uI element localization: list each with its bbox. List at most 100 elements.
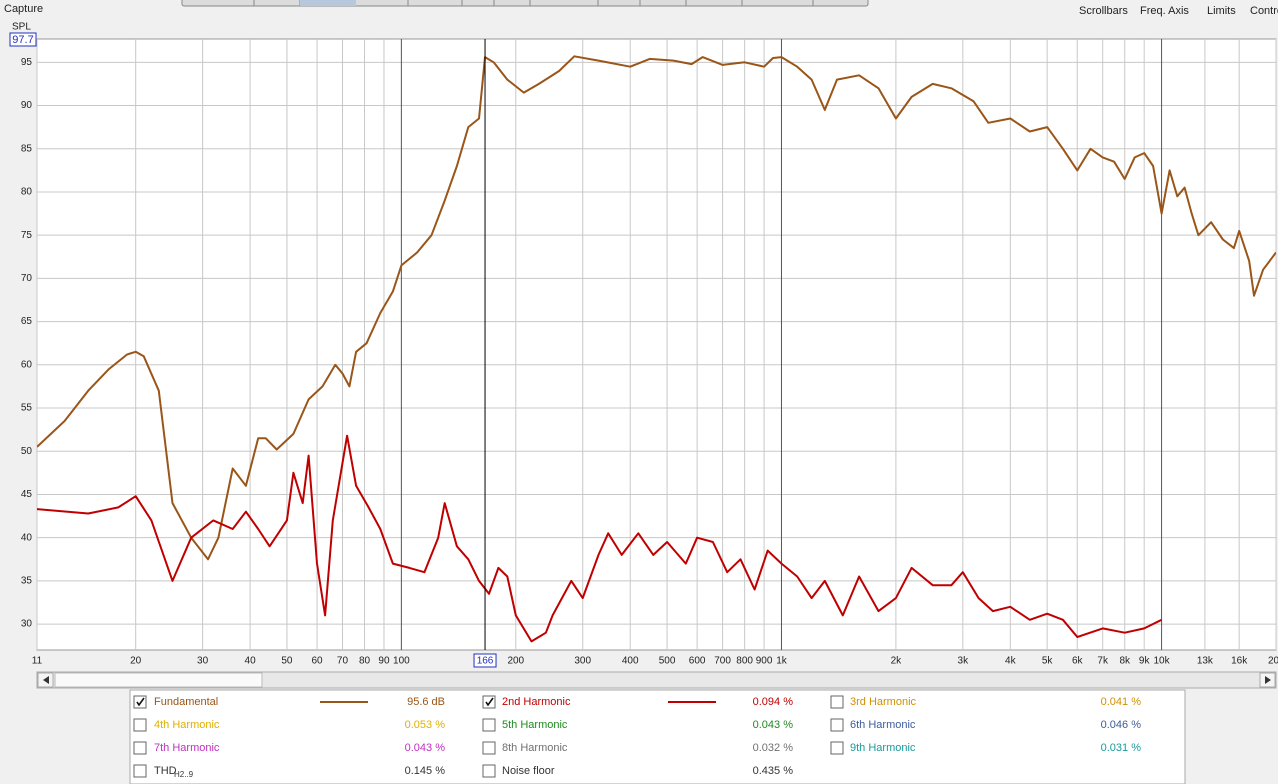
x-tick-label: 5k [1042, 656, 1054, 667]
scrollbar[interactable] [36, 671, 1277, 689]
trace-name[interactable]: 4th Harmonic [154, 719, 220, 731]
y-tick-label: 85 [21, 143, 33, 154]
checkbox[interactable] [133, 764, 147, 778]
scroll-thumb[interactable] [54, 672, 263, 688]
trace-name[interactable]: 8th Harmonic [502, 742, 568, 754]
x-tick-label: 3k [958, 656, 970, 667]
x-tick-label: 1k [776, 656, 788, 667]
x-tick-label: 10k [1154, 656, 1171, 667]
x-tick-label: 4k [1005, 656, 1017, 667]
trace-readout: 0.046 % [1101, 719, 1142, 731]
grid [36, 39, 1277, 650]
x-tick-label: 2k [891, 656, 903, 667]
top-readout: 97.7 [12, 34, 33, 46]
x-tick-label: 900 [756, 656, 773, 667]
y-tick-label: 70 [21, 273, 33, 284]
check-mark [485, 697, 494, 707]
y-axis-label: SPL [12, 22, 31, 33]
y-tick-label: 30 [21, 619, 33, 630]
x-tick-label: 16k [1231, 656, 1248, 667]
trace-name[interactable]: 9th Harmonic [850, 742, 916, 754]
traces [37, 55, 1276, 643]
x-tick-label: 400 [622, 656, 639, 667]
checkbox[interactable] [482, 718, 496, 732]
checkbox[interactable] [133, 695, 147, 709]
x-tick-label: 8k [1119, 656, 1131, 667]
x-tick-label: 200 [507, 656, 524, 667]
trace-readout: 0.031 % [1101, 742, 1142, 754]
active-tab[interactable] [300, 0, 356, 6]
menu-item[interactable]: Limits [1207, 5, 1236, 17]
y-tick-label: 35 [21, 576, 33, 587]
y-tick-label: 95 [21, 57, 33, 68]
checkbox[interactable] [830, 695, 844, 709]
trace-readout: 0.041 % [1101, 696, 1142, 708]
top-readout-box [9, 32, 37, 47]
x-tick-label: 700 [714, 656, 731, 667]
cursor-label: 166 [477, 656, 494, 667]
y-tick-label: 50 [21, 446, 33, 457]
trace-name[interactable]: 5th Harmonic [502, 719, 568, 731]
menu-item[interactable]: Contro [1250, 5, 1278, 17]
tab-strip [181, 0, 869, 7]
trace-readout: 0.145 % [405, 765, 446, 777]
y-tick-label: 75 [21, 230, 33, 241]
trace-name[interactable]: 3rd Harmonic [850, 696, 917, 708]
checkbox[interactable] [482, 695, 496, 709]
trace-readout: 95.6 dB [407, 696, 445, 708]
x-tick-label: 70 [337, 656, 349, 667]
checkbox[interactable] [133, 741, 147, 755]
x-tick-label: 500 [659, 656, 676, 667]
trace-line [37, 55, 1276, 561]
trace-readout: 0.435 % [753, 765, 794, 777]
y-tick-label: 45 [21, 489, 33, 500]
x-tick-label: 11 [32, 656, 43, 667]
x-tick-label: 6k [1072, 656, 1084, 667]
plot-area [36, 38, 1277, 651]
trace-name[interactable]: Noise floor [502, 765, 555, 777]
capture-label[interactable]: Capture [4, 3, 43, 15]
y-tick-label: 90 [21, 100, 33, 111]
checkbox[interactable] [830, 718, 844, 732]
trace-name[interactable]: 2nd Harmonic [502, 696, 571, 708]
x-tick-label: 9k [1139, 656, 1151, 667]
y-tick-label: 65 [21, 316, 33, 327]
x-tick-label: 100 [393, 656, 410, 667]
trace-name[interactable]: THD [154, 765, 177, 777]
trace-readout: 0.043 % [405, 742, 446, 754]
x-tick-label: 800 [736, 656, 753, 667]
y-tick-label: 80 [21, 187, 33, 198]
check-mark [136, 697, 145, 707]
trace-line [37, 434, 1163, 643]
menu-item[interactable]: Freq. Axis [1140, 5, 1189, 17]
y-tick-label: 40 [21, 532, 33, 543]
x-tick-label: 30 [197, 656, 209, 667]
x-tick-label: 50 [281, 656, 293, 667]
x-tick-label: 90 [378, 656, 390, 667]
y-tick-label: 60 [21, 359, 33, 370]
checkbox[interactable] [482, 764, 496, 778]
checkbox[interactable] [830, 741, 844, 755]
x-tick-label: 60 [311, 656, 323, 667]
trace-readout: 0.032 % [753, 742, 794, 754]
scroll-track[interactable] [36, 671, 1277, 689]
legend-panel [129, 689, 1186, 784]
checkbox[interactable] [482, 741, 496, 755]
trace-name[interactable]: Fundamental [154, 696, 218, 708]
x-tick-label: 40 [245, 656, 257, 667]
trace-name[interactable]: 7th Harmonic [154, 742, 220, 754]
trace-name[interactable]: 6th Harmonic [850, 719, 916, 731]
cursor-box [473, 653, 497, 668]
y-tick-label: 55 [21, 403, 33, 414]
x-tick-label: 20 [130, 656, 142, 667]
trace-name-sub: H2..9 [174, 770, 194, 779]
x-tick-label: 600 [689, 656, 706, 667]
checkbox[interactable] [133, 718, 147, 732]
menu-item[interactable]: Scrollbars [1079, 5, 1128, 17]
trace-readout: 0.094 % [753, 696, 794, 708]
tabs[interactable] [181, 0, 869, 7]
x-tick-label: 300 [574, 656, 591, 667]
x-tick-label: 13k [1197, 656, 1214, 667]
